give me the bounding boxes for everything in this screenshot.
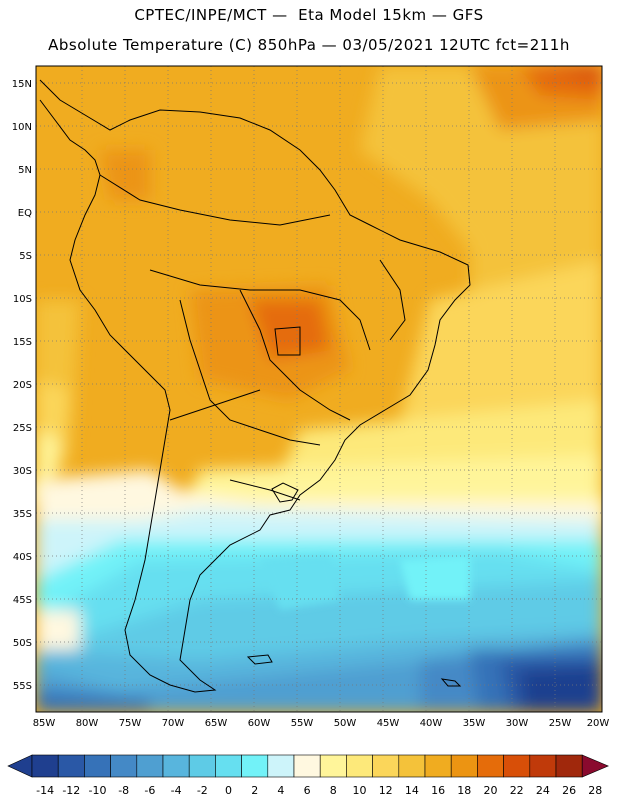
colorbar-swatch [162,754,190,778]
colorbar-label: 14 [405,784,419,797]
lon-label: 35W [463,718,486,729]
lon-label: 50W [334,718,357,729]
colorbar-swatch [57,754,85,778]
colorbar-label: -4 [171,784,182,797]
colorbar-label: 10 [353,784,367,797]
lon-label: 65W [205,718,228,729]
colorbar-swatch [477,754,504,778]
colorbar-swatch [241,754,269,778]
colorbar-swatch [346,754,373,778]
colorbar-swatch [529,754,557,778]
lat-label: EQ [18,208,32,219]
colorbar-label: 8 [330,784,337,797]
colorbar-swatch [372,754,400,778]
lon-label: 80W [76,718,99,729]
colorbar-label: 26 [562,784,576,797]
colorbar-swatch [215,754,242,778]
colorbar-swatch [424,754,452,778]
colorbar-swatch [503,754,531,778]
colorbar-swatch [398,754,426,778]
colorbar-max-arrow [581,754,609,778]
colorbar-label: 20 [484,784,498,797]
lon-label: 85W [33,718,56,729]
colorbar-swatch [267,754,295,778]
colorbar-swatch [293,754,321,778]
colorbar-label: 24 [536,784,550,797]
colorbar-label: 6 [304,784,311,797]
colorbar-swatch [319,754,347,778]
colorbar-swatch [110,754,138,778]
colorbar-label: -14 [36,784,54,797]
colorbar-label: -6 [144,784,155,797]
lat-label: 15N [12,79,32,90]
colorbar-label: 18 [457,784,471,797]
lon-label: 25W [549,718,572,729]
colorbar: -14 -12 -10 -8 -6 -4 -2 0 2 4 6 8 10 12 14 16 18 20 22 24 26… [7,754,609,797]
lat-label: 35S [13,509,32,520]
colorbar-label: -8 [118,784,129,797]
colorbar-swatch [188,754,216,778]
colorbar-label: 28 [588,784,602,797]
lon-label: 55W [291,718,314,729]
lat-label: 20S [13,380,32,391]
colorbar-swatch [450,754,478,778]
lon-label: 75W [119,718,142,729]
lat-label: 10N [12,122,32,133]
map-frame [35,65,603,713]
lat-label: 30S [13,466,32,477]
lat-label: 5S [19,251,32,262]
colorbar-label: 2 [251,784,258,797]
lat-label: 15S [13,337,32,348]
colorbar-label: 0 [225,784,232,797]
colorbar-label: 22 [510,784,524,797]
lat-label: 55S [13,681,32,692]
colorbar-swatch [84,754,111,778]
colorbar-label: 16 [431,784,445,797]
lat-label: 50S [13,638,32,649]
colorbar-label: 12 [379,784,393,797]
lat-label: 25S [13,423,32,434]
colorbar-label: -2 [197,784,208,797]
map-subtitle: Absolute Temperature (C) 850hPa — 03/05/… [48,36,570,54]
lon-label: 60W [248,718,271,729]
colorbar-label: 4 [277,784,284,797]
longitude-labels: 85W 80W 75W 70W 65W 60W 55W 50W 45W 40W … [33,718,610,729]
lon-label: 45W [377,718,400,729]
colorbar-label: -12 [62,784,80,797]
latitude-labels: 15N 10N 5N EQ 5S 10S 15S 20S 25S 30S 35S… [12,79,32,692]
colorbar-label: -10 [89,784,107,797]
lon-label: 70W [162,718,185,729]
lat-label: 10S [13,294,32,305]
lon-label: 40W [420,718,443,729]
lon-label: 30W [506,718,529,729]
colorbar-swatch [555,754,583,778]
lat-label: 40S [13,552,32,563]
lat-label: 45S [13,595,32,606]
temperature-field [36,66,602,712]
colorbar-swatch [136,754,164,778]
lon-label: 20W [587,718,610,729]
colorbar-swatch [31,754,59,778]
colorbar-min-arrow [7,754,33,778]
coastline [39,79,471,693]
map-title: CPTEC/INPE/MCT — Eta Model 15km — GFS [134,6,484,24]
lat-label: 5N [18,165,32,176]
